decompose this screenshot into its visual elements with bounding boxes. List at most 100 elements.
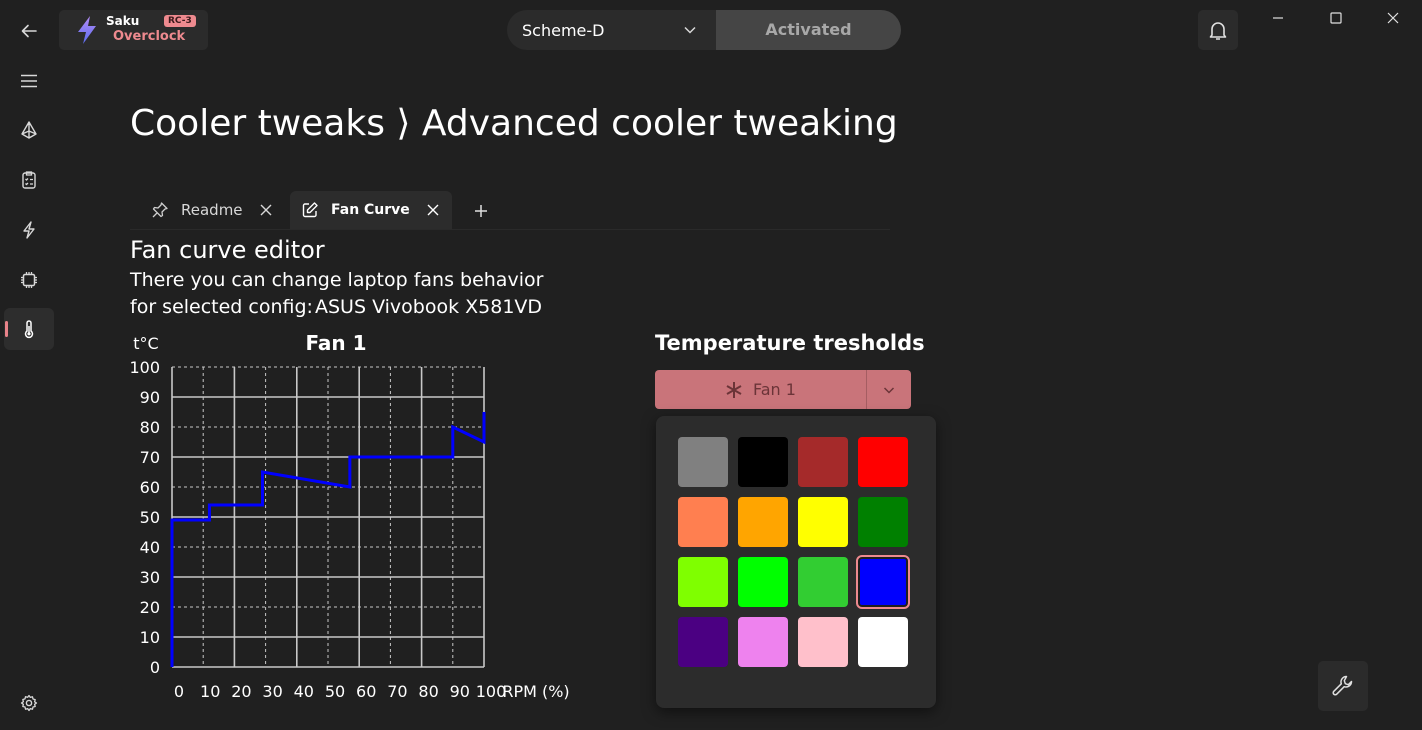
config-label: for selected config: (130, 296, 313, 318)
thresholds-title: Temperature tresholds (655, 331, 925, 355)
color-swatch[interactable] (678, 617, 728, 667)
prism-icon (21, 121, 37, 139)
fan-select-dropdown[interactable] (867, 370, 911, 409)
x-tick-label: 40 (294, 682, 314, 701)
x-tick-label: 70 (387, 682, 407, 701)
color-swatch[interactable] (798, 617, 848, 667)
y-tick-label: 20 (140, 598, 160, 617)
color-swatch[interactable] (798, 497, 848, 547)
y-tick-label: 80 (140, 418, 160, 437)
app-logo: Saku RC-3 Overclock (59, 10, 208, 50)
tools-button[interactable] (1318, 661, 1368, 711)
y-tick-label: 90 (140, 388, 160, 407)
color-swatch[interactable] (678, 437, 728, 487)
y-tick-label: 100 (129, 358, 160, 377)
back-button[interactable] (4, 10, 54, 52)
color-swatch[interactable] (798, 557, 848, 607)
close-tab-icon[interactable] (426, 203, 440, 217)
sidebar-item-presets[interactable] (4, 109, 54, 151)
gear-icon (20, 694, 38, 712)
color-swatch[interactable] (858, 437, 908, 487)
add-tab-icon[interactable] (473, 203, 489, 219)
bell-icon (1209, 22, 1227, 40)
x-tick-label: 10 (200, 682, 220, 701)
x-tick-label: 60 (356, 682, 376, 701)
color-swatch[interactable] (738, 497, 788, 547)
activate-button[interactable]: Activated (716, 10, 901, 50)
fan-curve-chart[interactable]: 0 10 20 30 40 50 60 70 80 90 100 0 10 20 30 40 50 60 70 80 9… (120, 330, 590, 710)
x-tick-label: 30 (262, 682, 282, 701)
color-swatch[interactable] (798, 437, 848, 487)
scheme-dropdown[interactable]: Scheme-D (507, 10, 717, 50)
checklist-icon (22, 171, 36, 189)
sidebar-item-cpu[interactable] (4, 259, 54, 301)
tab-fan-curve[interactable]: Fan Curve (290, 191, 452, 229)
color-swatch[interactable] (738, 617, 788, 667)
x-axis-label: RPM (%) (502, 682, 569, 701)
close-tab-icon[interactable] (259, 203, 273, 217)
x-tick-label: 20 (231, 682, 251, 701)
x-tick-label: 100 (476, 682, 507, 701)
maximize-icon[interactable] (1326, 8, 1346, 28)
sidebar-item-info[interactable] (4, 159, 54, 201)
color-swatch[interactable] (738, 557, 788, 607)
tab-readme-label: Readme (181, 201, 243, 219)
notifications-button[interactable] (1198, 10, 1238, 50)
pin-icon (152, 202, 168, 218)
color-swatch[interactable] (738, 437, 788, 487)
fan-select-button[interactable]: Fan 1 (655, 370, 911, 409)
scheme-value: Scheme-D (522, 21, 605, 40)
fan-curve-line (170, 412, 486, 667)
edit-icon (302, 202, 318, 218)
back-icon (21, 24, 37, 38)
x-tick-label: 50 (325, 682, 345, 701)
color-swatch[interactable] (856, 555, 910, 609)
thermometer-icon (24, 320, 34, 339)
editor-title: Fan curve editor (130, 236, 325, 264)
fan-select-label: Fan 1 (753, 380, 796, 399)
tab-divider (130, 229, 890, 230)
config-value: ASUS Vivobook X581VD (315, 296, 543, 318)
x-tick-label: 80 (418, 682, 438, 701)
color-swatch[interactable] (858, 497, 908, 547)
settings-button[interactable] (4, 682, 54, 724)
app-bolt-icon (78, 16, 96, 44)
sidebar (0, 0, 58, 730)
color-swatch[interactable] (678, 497, 728, 547)
x-tick-label: 0 (174, 682, 184, 701)
y-tick-label: 70 (140, 448, 160, 467)
color-palette-flyout (656, 416, 936, 708)
x-tick-label: 90 (450, 682, 470, 701)
tab-readme[interactable]: Readme (141, 191, 285, 229)
y-tick-label: 10 (140, 628, 160, 647)
color-swatch[interactable] (678, 557, 728, 607)
sidebar-item-power[interactable] (4, 209, 54, 251)
asterisk-icon (726, 381, 742, 398)
sidebar-item-cooler[interactable] (4, 308, 54, 350)
y-tick-label: 50 (140, 508, 160, 527)
app-name: Saku (106, 14, 140, 28)
color-swatch[interactable] (858, 617, 908, 667)
y-tick-label: 30 (140, 568, 160, 587)
tab-fan-curve-label: Fan Curve (331, 202, 410, 218)
y-tick-label: 0 (150, 658, 160, 677)
chevron-down-icon (883, 386, 895, 394)
menu-icon (21, 74, 37, 88)
version-badge: RC-3 (164, 15, 196, 27)
wrench-icon (1332, 675, 1353, 696)
split-divider (866, 370, 867, 409)
fan-select-main[interactable]: Fan 1 (655, 370, 866, 409)
app-subtitle: Overclock (113, 29, 186, 44)
y-axis-label: t°C (133, 334, 158, 353)
editor-description: There you can change laptop fans behavio… (130, 269, 544, 291)
bolt-icon (23, 221, 35, 239)
chip-icon (21, 272, 37, 288)
menu-button[interactable] (4, 60, 54, 102)
y-tick-label: 60 (140, 478, 160, 497)
chart-title: Fan 1 (305, 331, 366, 355)
y-tick-label: 40 (140, 538, 160, 557)
close-icon[interactable] (1383, 8, 1403, 28)
minimize-icon[interactable] (1268, 8, 1288, 28)
chevron-down-icon (684, 26, 696, 34)
